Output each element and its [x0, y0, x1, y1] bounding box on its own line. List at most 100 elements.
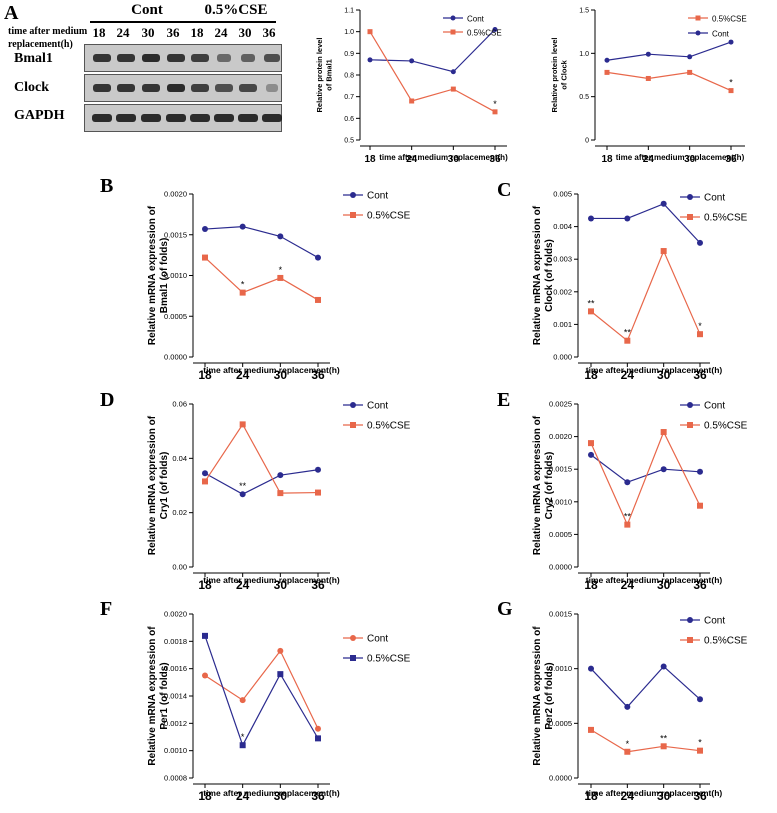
x-tick-label: 18 — [584, 789, 598, 803]
y-tick-label: 0.0015 — [164, 230, 187, 239]
significance-mark: * — [626, 739, 630, 749]
x-tick-label: 18 — [364, 154, 376, 165]
data-point — [624, 703, 631, 710]
y-tick-label: 0.5 — [579, 94, 589, 101]
blot-band — [239, 84, 257, 92]
blot-strip-clock — [84, 74, 282, 102]
y-axis-label-line: Clock (of folds) — [544, 239, 555, 312]
legend-label: Cont — [704, 616, 725, 627]
data-point — [687, 54, 693, 60]
blot-band — [238, 114, 258, 122]
data-point — [695, 30, 701, 36]
data-point — [315, 725, 321, 732]
y-tick-label: 0.0012 — [164, 719, 187, 728]
x-tick-label: 18 — [198, 368, 212, 382]
data-point — [350, 635, 356, 641]
legend-label: Cont — [704, 401, 725, 412]
data-point — [350, 402, 356, 408]
y-axis-label-line: Cry2 (of folds) — [544, 452, 555, 520]
x-tick-label: 36 — [311, 578, 325, 592]
y-axis-label: Relative mRNA expression ofCry2 (of fold… — [532, 415, 555, 555]
y-axis-label-line: Bmal1 (of folds) — [159, 238, 170, 314]
y-tick-label: 0.6 — [344, 116, 354, 123]
x-tick-label: 36 — [693, 368, 707, 382]
data-point — [588, 440, 594, 447]
data-point — [645, 51, 651, 57]
data-point — [277, 490, 284, 497]
data-point — [604, 57, 610, 63]
data-point — [687, 402, 693, 408]
significance-mark: ** — [624, 328, 632, 338]
data-point — [350, 655, 356, 661]
series-line — [204, 635, 319, 747]
y-tick-label: 0.0015 — [549, 610, 572, 619]
series-line — [204, 469, 319, 495]
x-tick-label: 24 — [236, 789, 250, 803]
blot-row-label-gapdh: GAPDH — [14, 108, 65, 123]
blot-band — [191, 54, 209, 62]
blot-group-cont-underline — [90, 21, 188, 23]
series-line — [204, 257, 319, 301]
significance-mark: * — [279, 265, 283, 275]
y-tick-label: 0.5 — [344, 138, 354, 145]
data-point — [492, 27, 498, 32]
data-point — [695, 15, 701, 21]
x-tick-label: 24 — [621, 578, 635, 592]
y-axis-label-line: Cry1 (of folds) — [159, 452, 170, 520]
blot-group-cse: 0.5%CSE — [204, 2, 268, 18]
blot-band — [93, 54, 111, 62]
data-point — [202, 470, 208, 477]
legend-label: Cont — [704, 193, 725, 204]
y-tick-label: 0.7 — [344, 94, 354, 101]
data-point — [492, 109, 498, 115]
data-point — [687, 214, 693, 220]
data-point — [277, 647, 284, 654]
data-point — [315, 254, 321, 261]
blot-band — [117, 84, 135, 92]
blot-band — [116, 114, 136, 122]
data-point — [687, 194, 693, 200]
x-axis-label: time after medium replacement(h) — [586, 788, 723, 798]
legend-label: 0.5%CSE — [467, 29, 502, 38]
x-tick-label: 36 — [693, 789, 707, 803]
x-tick-label: 24 — [621, 368, 635, 382]
x-tick-label: 30 — [448, 154, 460, 165]
series-line — [204, 225, 319, 259]
legend-label: Cont — [367, 401, 388, 412]
data-point — [697, 502, 703, 509]
significance-mark: ** — [587, 298, 595, 308]
y-axis-label: Relative mRNA expression ofPer2 (of fold… — [532, 626, 555, 766]
blot-band — [141, 114, 161, 122]
legend-label: 0.5%CSE — [704, 421, 748, 432]
significance-mark: * — [729, 78, 733, 88]
blot-band — [191, 84, 209, 92]
y-tick-label: 0.06 — [172, 400, 187, 409]
series-line — [590, 665, 701, 708]
x-tick-label: 24 — [621, 789, 635, 803]
significance-mark: * — [698, 321, 702, 331]
data-point — [588, 726, 594, 733]
legend-label: Cont — [467, 15, 485, 24]
data-point — [645, 75, 651, 81]
y-axis-label-line: of Clock — [560, 59, 569, 89]
blot-time-label: 18 — [190, 25, 204, 40]
data-point — [660, 663, 667, 670]
chart-mrna-per1: 0.0008 0.0010 0.0012 0.0014 0.0016 0.0018 0.00… — [147, 610, 411, 804]
data-point — [277, 233, 284, 240]
y-tick-label: 0.04 — [172, 454, 187, 463]
y-tick-label: 0.0020 — [164, 190, 187, 199]
y-tick-label: 0 — [585, 138, 589, 145]
x-tick-label: 30 — [274, 368, 288, 382]
data-point — [239, 742, 246, 749]
panel-letter-f: F — [100, 598, 113, 620]
data-point — [697, 331, 703, 338]
data-point — [728, 88, 734, 94]
blot-band — [264, 54, 280, 62]
series-line — [590, 249, 701, 342]
legend-label: 0.5%CSE — [712, 15, 747, 24]
y-axis-label-line: Relative mRNA expression of — [532, 415, 543, 555]
y-tick-label: 0.0015 — [549, 465, 572, 474]
data-point — [277, 472, 284, 479]
